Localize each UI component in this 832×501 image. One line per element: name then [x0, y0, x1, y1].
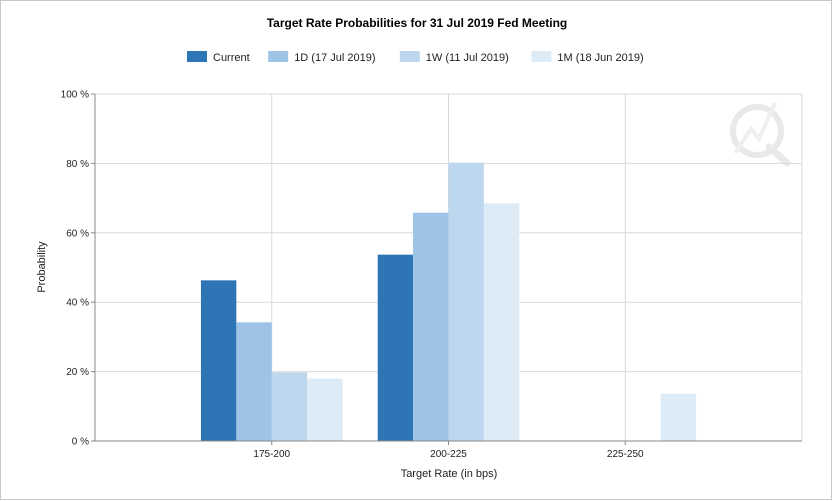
legend-label: Current — [213, 52, 250, 64]
axes: 0 % 20 % 40 % 60 % 80 % 100 % 175-200 200-225 22… — [61, 90, 802, 460]
bar — [271, 372, 308, 441]
legend-swatch — [399, 51, 420, 62]
legend-label: 1W (11 Jul 2019) — [426, 52, 509, 64]
bars — [200, 162, 697, 441]
legend-label: 1M (18 Jun 2019) — [557, 52, 643, 64]
legend-label: 1D (17 Jul 2019) — [294, 52, 375, 64]
legend-swatch — [531, 51, 552, 62]
x-tick-label: 175-200 — [253, 449, 290, 460]
x-axis-label: Target Rate (in bps) — [401, 468, 498, 480]
watermark-logo-icon — [730, 102, 791, 167]
bar — [236, 322, 272, 441]
bar — [377, 254, 414, 441]
y-tick-label: 60 % — [66, 228, 89, 239]
bar — [307, 378, 343, 441]
legend-swatch — [268, 51, 289, 62]
bar — [660, 393, 697, 441]
y-tick-label: 80 % — [66, 159, 89, 170]
legend-swatch — [187, 51, 207, 62]
y-tick-label: 0 % — [72, 437, 89, 448]
y-tick-label: 100 % — [61, 90, 89, 101]
bar — [483, 203, 520, 441]
y-tick-label: 40 % — [66, 298, 89, 309]
chart-title: Target Rate Probabilities for 31 Jul 201… — [267, 16, 568, 30]
y-tick-label: 20 % — [66, 367, 89, 378]
bar — [413, 212, 449, 441]
legend: Current 1D (17 Jul 2019) 1W (11 Jul 2019) 1… — [187, 51, 644, 64]
x-tick-label: 200-225 — [430, 449, 467, 460]
y-axis-label: Probability — [36, 241, 48, 293]
bar — [448, 162, 484, 441]
x-tick-label: 225-250 — [607, 449, 644, 460]
bar — [200, 280, 237, 441]
